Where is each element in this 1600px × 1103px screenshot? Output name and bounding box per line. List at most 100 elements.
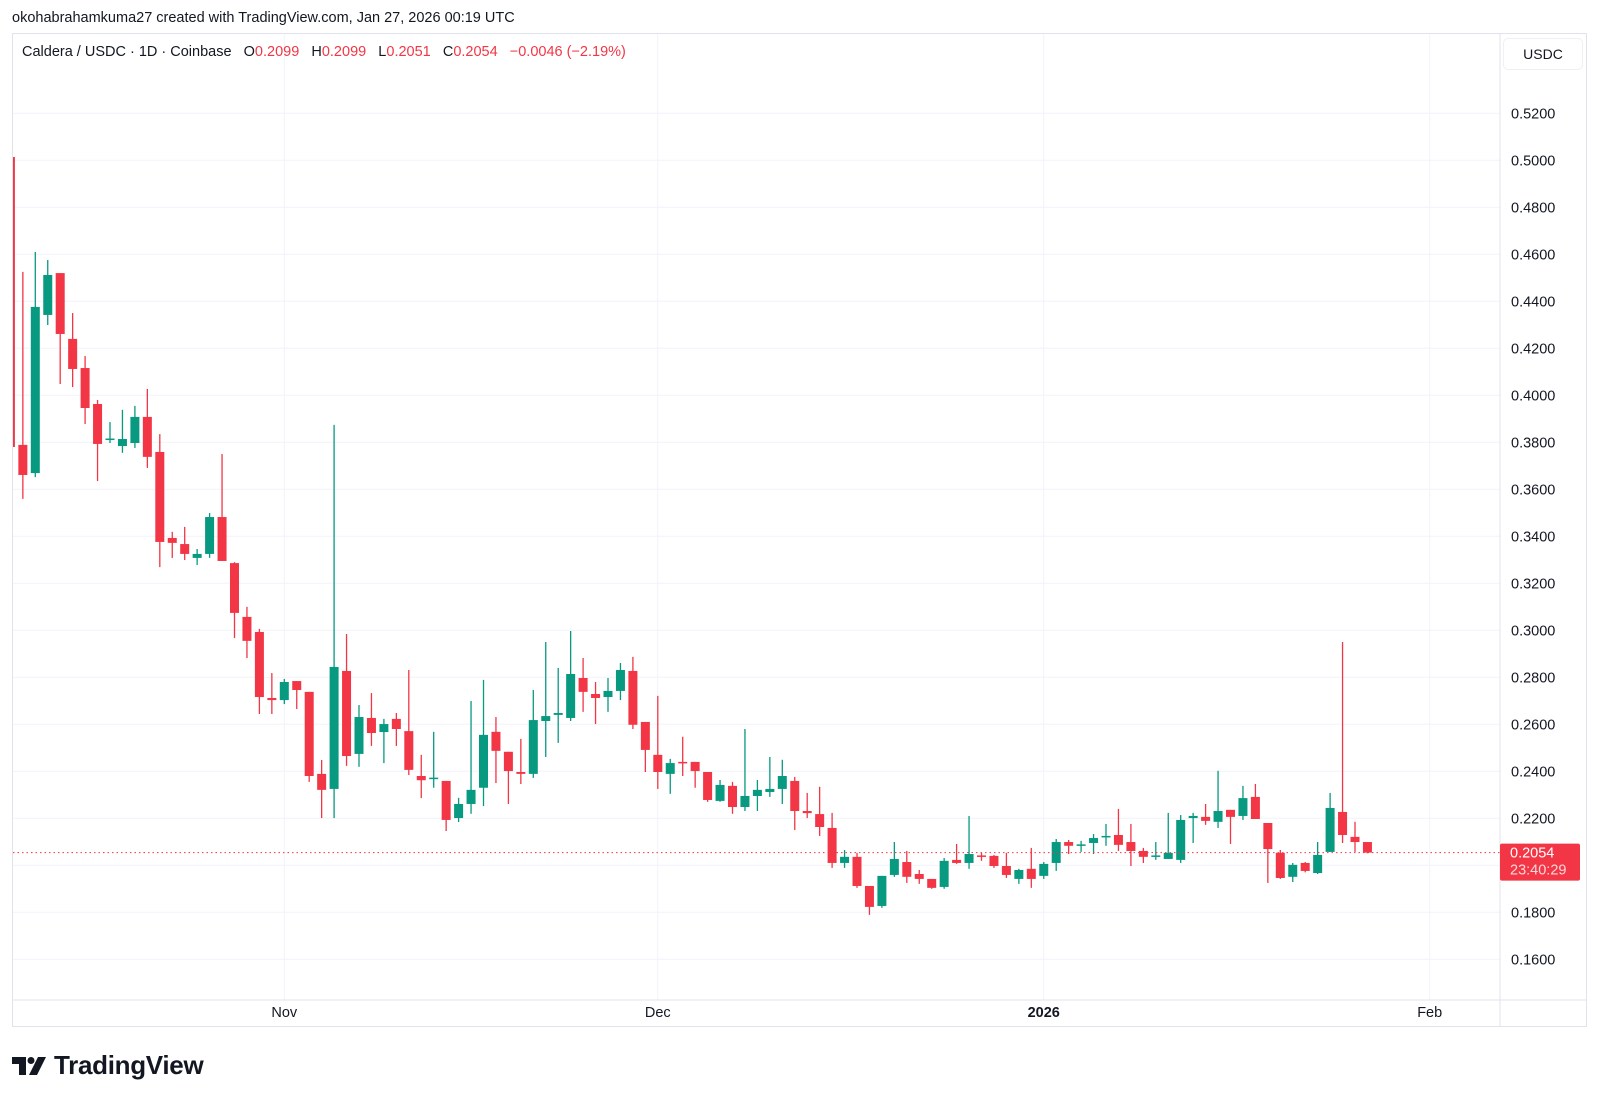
candle-body	[1226, 809, 1235, 817]
candle-down	[304, 691, 314, 782]
candle-down	[242, 606, 252, 659]
candle-body	[68, 338, 78, 369]
candle-body	[1026, 868, 1036, 879]
price-tick-label: 0.3800	[1511, 435, 1555, 451]
high-label: H	[311, 44, 322, 60]
price-tick-label: 0.3600	[1511, 482, 1555, 498]
candle-body	[541, 716, 551, 722]
candle-body	[927, 878, 937, 888]
candle-down	[1026, 847, 1036, 888]
tradingview-logo[interactable]: TradingView	[12, 1050, 204, 1081]
candle-body	[628, 670, 638, 725]
currency-button[interactable]: USDC	[1503, 38, 1583, 70]
candle-body	[254, 631, 264, 698]
candle-body	[1138, 850, 1148, 857]
candles	[13, 157, 1372, 915]
price-tick-label: 0.4200	[1511, 341, 1555, 357]
symbol-legend: Caldera / USDC · 1D · Coinbase O0.2099 H…	[22, 44, 626, 60]
time-tick-label: 2026	[1028, 1005, 1060, 1021]
time-tick-label: Feb	[1417, 1005, 1442, 1021]
candle-down	[1362, 842, 1372, 854]
candle-up	[603, 678, 613, 712]
bar-countdown: 23:40:29	[1510, 863, 1566, 879]
candle-body	[1288, 864, 1298, 877]
candle-down	[827, 812, 837, 868]
candle-down	[254, 628, 264, 714]
open-label: O	[243, 44, 255, 60]
candle-up	[1313, 842, 1323, 874]
candle-down	[1001, 852, 1011, 878]
candle-body	[279, 682, 289, 701]
candle-up	[30, 251, 40, 478]
candle-body	[304, 691, 314, 776]
candle-body	[1275, 852, 1285, 878]
candle-body	[827, 827, 837, 863]
candle-up	[466, 701, 476, 814]
candle-down	[267, 673, 277, 714]
candle-up	[1176, 815, 1186, 863]
candle-down	[1350, 821, 1360, 852]
candle-up	[877, 875, 887, 908]
candle-body	[1014, 870, 1024, 879]
candle-up	[117, 409, 127, 453]
candle-body	[454, 803, 464, 819]
candle-down	[1138, 847, 1148, 863]
candle-down	[578, 658, 588, 712]
price-tick-label: 0.4000	[1511, 388, 1555, 404]
price-tick-label: 0.2800	[1511, 670, 1555, 686]
candle-body	[441, 780, 451, 820]
candle-down	[292, 681, 302, 710]
candle-up	[840, 850, 850, 868]
candle-down	[317, 760, 327, 819]
candle-body	[466, 789, 476, 804]
candle-up	[777, 759, 787, 804]
candle-down	[1338, 642, 1348, 843]
candle-body	[292, 681, 302, 690]
candle-up	[528, 689, 538, 778]
candle-down	[1201, 803, 1211, 825]
price-tick-label: 0.5200	[1511, 106, 1555, 122]
candle-body	[578, 678, 588, 692]
candle-body	[13, 157, 15, 447]
candle-up	[1051, 838, 1061, 871]
price-tick-label: 0.4400	[1511, 294, 1555, 310]
brand-name: TradingView	[54, 1050, 204, 1080]
candle-down	[230, 562, 239, 639]
candle-body	[989, 855, 999, 867]
candle-up	[479, 679, 488, 807]
candle-down	[852, 852, 862, 888]
candle-body	[740, 795, 750, 808]
candle-up	[329, 424, 339, 819]
candle-up	[1188, 812, 1198, 843]
candle-down	[217, 454, 227, 561]
candle-body	[18, 444, 28, 475]
time-tick-label: Dec	[645, 1005, 671, 1021]
candle-body	[765, 788, 775, 792]
candle-down	[516, 738, 526, 784]
candle-down	[628, 656, 638, 729]
candle-body	[889, 858, 899, 875]
gridlines	[13, 34, 1587, 1027]
candle-body	[479, 734, 488, 788]
candle-up	[1325, 792, 1335, 852]
candle-body	[1001, 866, 1011, 875]
close-value: 0.2054	[453, 44, 498, 60]
candle-up	[105, 422, 115, 444]
candle-body	[1313, 854, 1323, 874]
candle-up	[1151, 842, 1161, 860]
price-tick-label: 0.3200	[1511, 576, 1555, 592]
candle-up	[553, 667, 563, 743]
candle-up	[1076, 840, 1086, 852]
chart-frame	[12, 33, 1587, 1027]
candle-body	[902, 862, 912, 877]
candle-down	[989, 854, 999, 868]
candle-body	[678, 761, 688, 764]
candle-body	[1213, 811, 1223, 822]
candle-up	[765, 756, 775, 797]
candle-body	[317, 773, 327, 790]
candle-body	[167, 537, 177, 543]
candle-up	[889, 842, 899, 877]
candle-down	[927, 878, 937, 889]
candle-body	[1350, 836, 1360, 843]
